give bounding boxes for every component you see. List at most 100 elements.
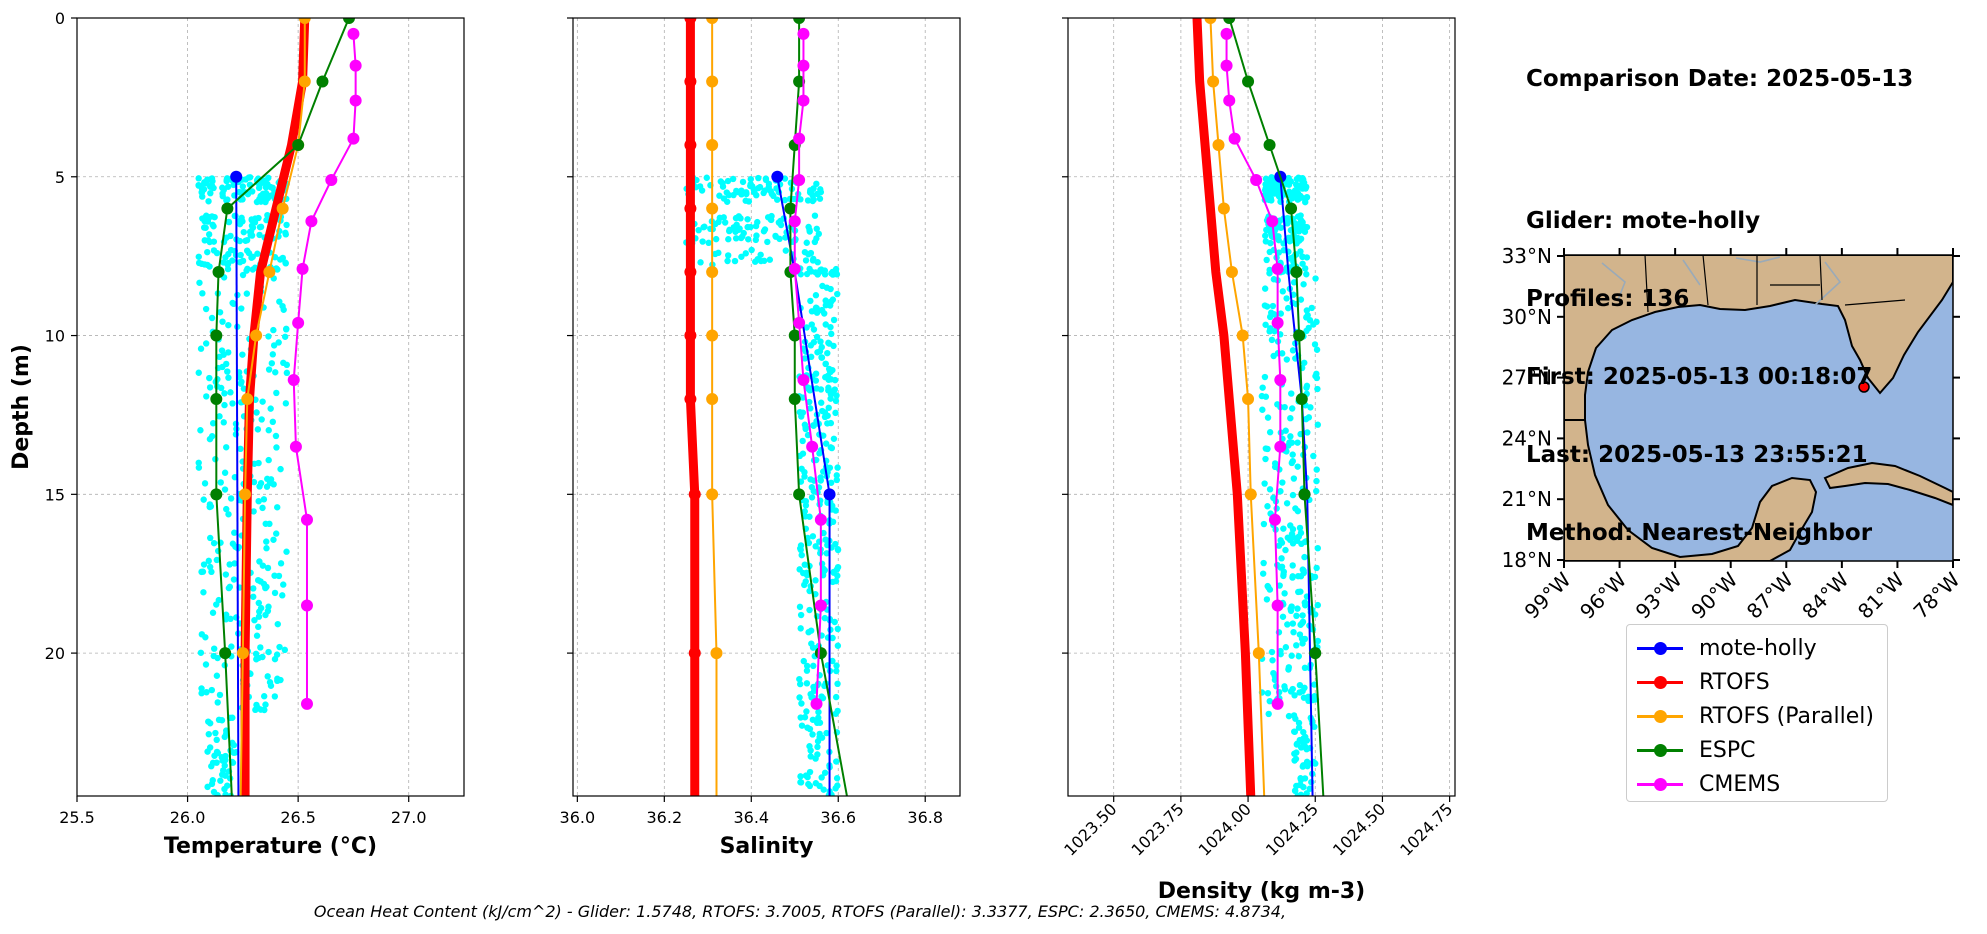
series-point-rtofs <box>684 393 697 406</box>
scatter-point <box>202 305 210 313</box>
scatter-point <box>805 539 813 547</box>
x-tick-label: 1024.75 <box>1396 799 1456 859</box>
scatter-point <box>773 185 780 192</box>
scatter-point <box>1294 182 1301 190</box>
scatter-point <box>833 662 840 669</box>
scatter-point <box>267 682 275 689</box>
series-point-cmems <box>1274 374 1287 387</box>
scatter-point <box>766 256 774 263</box>
scatter-point <box>822 321 829 328</box>
scatter-point <box>265 427 272 434</box>
scatter-point <box>1295 724 1303 731</box>
series-point-glider <box>823 488 836 501</box>
scatter-point <box>830 342 837 350</box>
scatter-point <box>760 228 768 235</box>
legend-swatch <box>1637 675 1683 689</box>
y-tick-label: 0 <box>55 9 65 28</box>
scatter-point <box>1268 336 1276 344</box>
scatter-point <box>821 409 829 416</box>
series-point-cmems <box>1271 599 1284 612</box>
scatter-point <box>1285 442 1292 449</box>
scatter-point <box>1262 232 1269 239</box>
scatter-point <box>209 759 217 767</box>
scatter-point <box>810 662 817 670</box>
scatter-point <box>827 323 834 331</box>
series-point-cmems <box>292 316 305 329</box>
scatter-point <box>1266 586 1274 593</box>
scatter-point <box>812 377 820 384</box>
scatter-point <box>239 257 247 265</box>
series-point-cmems <box>1268 513 1281 526</box>
scatter-point <box>216 353 223 361</box>
scatter-point <box>1314 544 1321 552</box>
x-axis-label: Temperature (°C) <box>164 834 377 859</box>
profiles-count: Profiles: 136 <box>1526 286 1690 312</box>
scatter-point <box>205 231 213 238</box>
scatter-point <box>832 409 839 417</box>
method: Method: Nearest-Neighbor <box>1526 520 1873 546</box>
scatter-point <box>230 741 238 749</box>
scatter-point <box>1294 439 1301 446</box>
scatter-point <box>737 234 745 242</box>
scatter-point <box>1290 279 1298 286</box>
scatter-point <box>256 181 263 188</box>
scatter-point <box>1280 247 1287 254</box>
scatter-point <box>257 604 265 612</box>
scatter-point <box>279 302 286 310</box>
map-borders <box>1644 255 1906 313</box>
scatter-point <box>822 360 829 368</box>
scatter-point <box>1297 588 1304 595</box>
scatter-point <box>237 380 245 387</box>
scatter-point <box>263 538 270 545</box>
scatter-point <box>1266 191 1274 198</box>
scatter-point <box>802 425 809 433</box>
scatter-point <box>822 297 829 304</box>
x-tick-label: 36.2 <box>647 808 683 827</box>
series-point-espc <box>343 18 356 24</box>
scatter-point <box>1294 225 1302 233</box>
scatter-point <box>810 339 818 346</box>
scatter-point <box>816 782 823 790</box>
scatter-point <box>257 192 264 200</box>
series-line-espc <box>215 18 350 796</box>
series-line-rtofs <box>1192 18 1256 796</box>
scatter-point <box>272 369 279 376</box>
scatter-point <box>809 644 817 651</box>
scatter-point <box>1266 697 1273 705</box>
scatter-point <box>1263 596 1271 603</box>
scatter-point <box>825 339 832 347</box>
scatter-point <box>743 189 750 196</box>
scatter-point <box>721 219 729 226</box>
scatter-point <box>724 177 732 185</box>
scatter-point <box>833 476 841 484</box>
scatter-point <box>1287 414 1294 422</box>
scatter-point <box>830 435 838 442</box>
scatter-point <box>1293 537 1301 544</box>
scatter-point <box>833 667 840 675</box>
scatter-point <box>223 175 231 182</box>
scatter-point <box>1288 390 1295 397</box>
x-tick-label: 1023.75 <box>1127 799 1187 859</box>
scatter-point <box>254 250 261 257</box>
scatter-point <box>823 284 831 291</box>
scatter-point <box>1284 220 1291 227</box>
scatter-point <box>1269 302 1277 310</box>
scatter-point <box>1264 414 1272 421</box>
series-point-espc <box>1295 393 1308 406</box>
scatter-point <box>1308 304 1315 312</box>
scatter-point <box>807 297 814 305</box>
x-tick-label: 36.8 <box>907 808 943 827</box>
scatter-point <box>825 404 832 411</box>
series-point-rtofs_parallel <box>1207 75 1220 88</box>
series-point-rtofs_parallel <box>298 18 311 24</box>
scatter-point <box>275 339 282 346</box>
scatter-point <box>820 786 827 793</box>
scatter-point <box>744 216 751 223</box>
scatter-point <box>224 368 231 375</box>
series-point-cmems <box>347 132 360 145</box>
scatter-point <box>827 444 834 451</box>
scatter-point <box>1300 783 1307 791</box>
scatter-point <box>208 314 216 322</box>
scatter-point <box>1284 214 1291 222</box>
scatter-point <box>803 569 810 577</box>
